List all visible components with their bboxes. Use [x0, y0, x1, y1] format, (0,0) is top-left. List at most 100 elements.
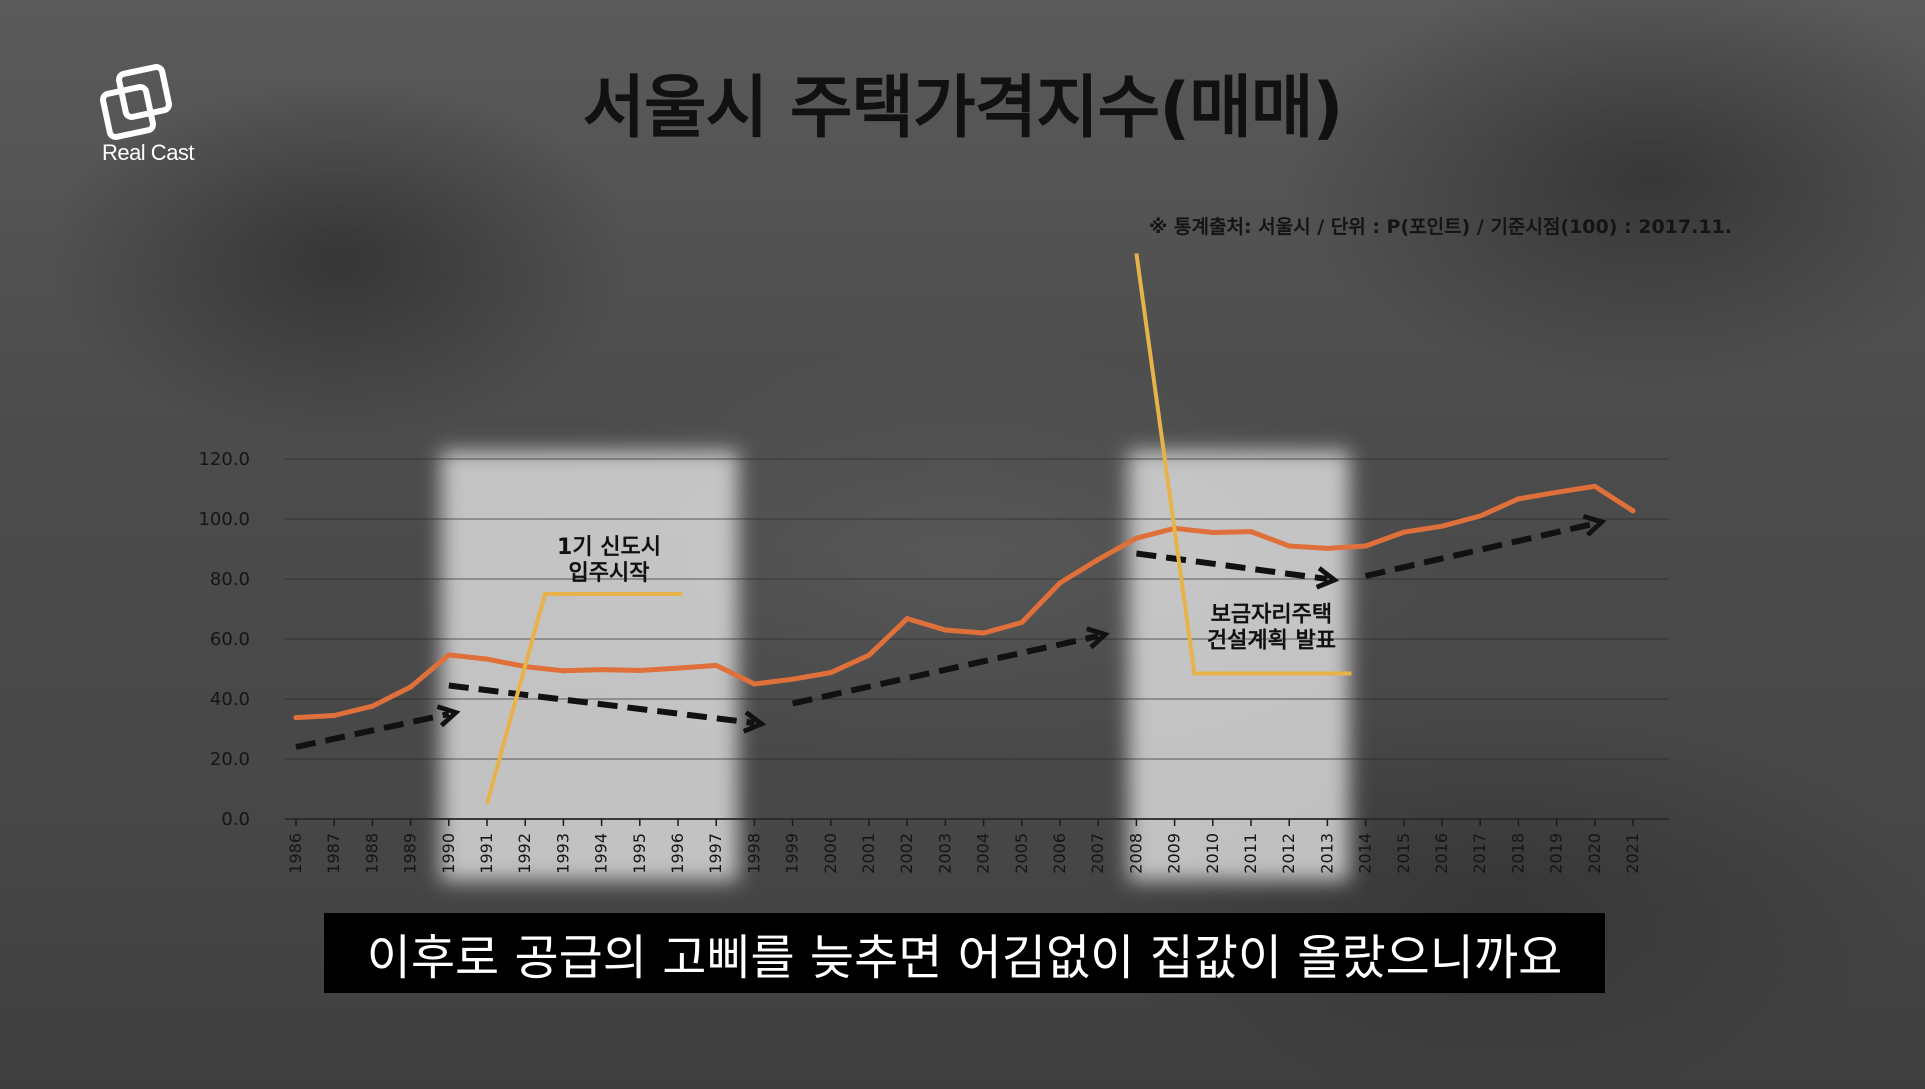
y-axis: 0.0 20.0 40.0 60.0 80.0 100.0 120.0 — [198, 449, 250, 830]
data-point — [484, 656, 490, 662]
data-point — [1210, 530, 1216, 535]
data-point — [1439, 523, 1445, 529]
highlight-period-2 — [1128, 451, 1350, 881]
data-point — [1057, 580, 1063, 586]
y-tick-label: 80.0 — [210, 569, 250, 590]
data-point — [560, 668, 566, 674]
x-tick-label: 2019 — [1547, 833, 1566, 874]
y-tick-label: 0.0 — [221, 809, 250, 830]
y-tick-label: 120.0 — [198, 449, 250, 470]
data-point — [1248, 529, 1254, 535]
trend-arrow — [1136, 550, 1340, 590]
x-tick-label: 2002 — [897, 833, 916, 874]
data-point — [866, 652, 872, 658]
x-tick-label: 2012 — [1279, 833, 1298, 874]
data-point — [369, 703, 375, 709]
x-tick-label: 2003 — [935, 833, 954, 874]
x-tick-label: 1992 — [515, 833, 534, 874]
annotation-label: 건설계획 발표 — [1207, 629, 1336, 654]
data-point — [713, 662, 719, 668]
trend-arrow — [791, 626, 1110, 707]
x-tick-label: 1990 — [439, 833, 458, 874]
x-tick-label: 2011 — [1241, 833, 1260, 874]
x-tick-label: 1991 — [477, 833, 496, 874]
callout-line — [485, 592, 682, 805]
x-tick-label: 1995 — [630, 833, 649, 874]
logo-text: Real Cast — [101, 140, 195, 165]
x-tick-label: 2014 — [1356, 833, 1375, 874]
x-tick-label: 2008 — [1126, 833, 1145, 874]
x-tick-label: 2007 — [1088, 833, 1107, 874]
x-tick-label: 2016 — [1432, 833, 1451, 874]
data-point — [942, 627, 948, 633]
trend-arrow — [1364, 513, 1607, 579]
x-tick-label: 1997 — [706, 833, 725, 874]
x-axis: 1986 1987 1988 1989 1990 1991 1992 1993 1994 1995… — [286, 819, 1642, 874]
realcast-logo-icon — [100, 64, 172, 140]
x-tick-label: 2017 — [1470, 833, 1489, 874]
y-tick-label: 40.0 — [210, 689, 250, 710]
subtitle-caption: 이후로 공급의 고삐를 늦추면 어김없이 집값이 올랐으니까요 — [324, 913, 1605, 993]
data-point — [599, 667, 605, 673]
data-point — [446, 652, 452, 658]
source-note: ※ 통계출처: 서울시 / 단위 : P(포인트) / 기준시점(100) : … — [1148, 216, 1732, 238]
highlight-periods — [440, 451, 1350, 881]
data-point — [293, 715, 299, 721]
x-tick-label: 2004 — [974, 833, 993, 874]
data-point — [1401, 529, 1407, 535]
data-point — [1515, 496, 1521, 502]
callout-line — [1134, 253, 1352, 676]
data-point — [1095, 557, 1101, 562]
x-tick-label: 2005 — [1012, 833, 1031, 874]
data-point — [1630, 508, 1636, 514]
y-tick-label: 20.0 — [210, 749, 250, 770]
x-tick-label: 1994 — [592, 833, 611, 874]
subtitle-text: 이후로 공급의 고삐를 늦추면 어김없이 집값이 올랐으니까요 — [366, 930, 1563, 986]
x-tick-label: 2001 — [859, 833, 878, 874]
x-tick-label: 2009 — [1165, 833, 1184, 874]
trend-arrow — [295, 704, 461, 750]
x-tick-label: 1996 — [668, 833, 687, 874]
x-tick-label: 2000 — [821, 833, 840, 874]
x-tick-label: 2013 — [1317, 833, 1336, 874]
chart-title: 서울시 주택가격지수(매매) — [582, 69, 1344, 148]
data-point — [675, 665, 681, 671]
trend-arrow — [448, 682, 767, 734]
data-point — [1554, 489, 1560, 495]
data-point — [331, 713, 337, 718]
x-tick-label: 1987 — [324, 833, 343, 874]
x-tick-label: 1999 — [783, 833, 802, 874]
data-point — [751, 681, 757, 687]
series-line-path — [293, 483, 1636, 721]
data-point — [981, 630, 987, 636]
data-point — [1363, 543, 1369, 549]
data-point — [1592, 483, 1598, 489]
x-tick-label: 1986 — [286, 833, 305, 874]
y-tick-label: 60.0 — [210, 629, 250, 650]
annotation-label: 보금자리주택 — [1211, 603, 1332, 628]
annotation-label: 입주시작 — [569, 561, 650, 586]
data-point — [1286, 543, 1292, 549]
data-point — [1019, 620, 1025, 625]
x-tick-label: 2006 — [1050, 833, 1069, 874]
x-tick-label: 1989 — [401, 833, 420, 874]
annotation-label: 1기 신도시 — [557, 535, 661, 560]
x-tick-label: 2015 — [1394, 833, 1413, 874]
data-point — [790, 676, 796, 682]
y-tick-label: 100.0 — [198, 509, 250, 530]
trend-arrows — [295, 513, 1607, 750]
data-point — [904, 616, 910, 622]
data-point — [828, 670, 834, 676]
x-tick-label: 1998 — [744, 833, 763, 874]
x-tick-label: 2018 — [1508, 833, 1527, 874]
x-tick-label: 2010 — [1203, 833, 1222, 874]
data-point — [637, 668, 643, 673]
x-tick-label: 2021 — [1623, 833, 1642, 874]
data-point — [1324, 545, 1330, 551]
x-tick-label: 1993 — [553, 833, 572, 874]
data-point — [1133, 535, 1139, 541]
x-tick-label: 1988 — [362, 833, 381, 874]
